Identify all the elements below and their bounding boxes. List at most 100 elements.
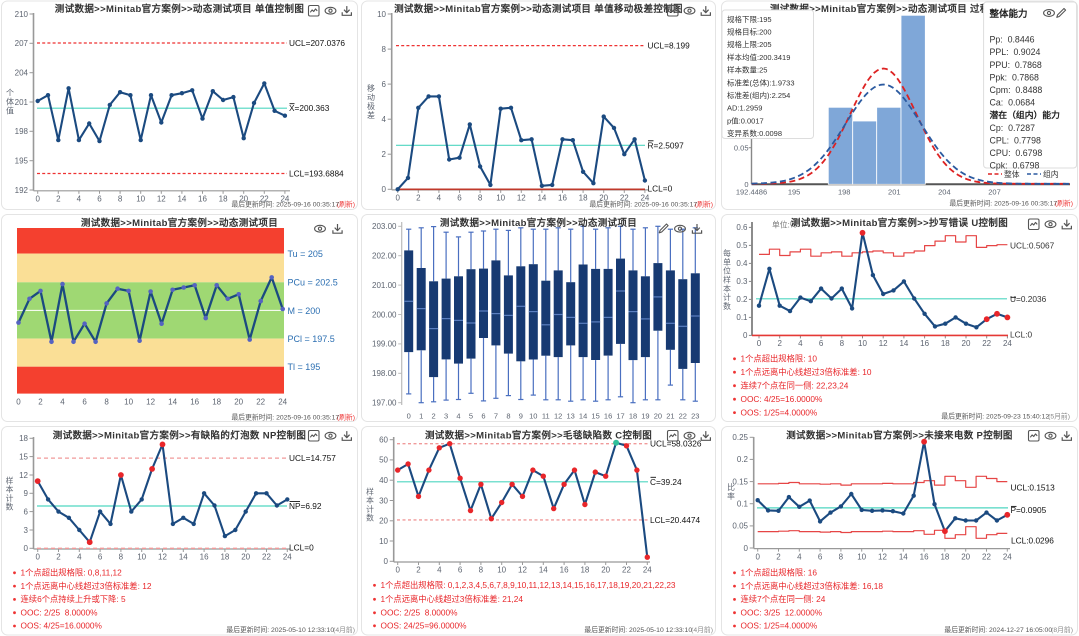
svg-text:0: 0 — [755, 553, 760, 562]
svg-text:移动极差: 移动极差 — [367, 83, 376, 120]
svg-text:Ppk: 0.7868: Ppk: 0.7868 — [990, 72, 1040, 82]
svg-text:16: 16 — [920, 553, 929, 562]
svg-text:PPU: 0.7868: PPU: 0.7868 — [990, 60, 1042, 70]
svg-text:40: 40 — [379, 476, 388, 485]
svg-text:9: 9 — [519, 412, 523, 421]
svg-text:13: 13 — [567, 412, 575, 421]
svg-text:1个点超出规格限: 0,1,2,3,4,5,6,7,8,9,: 1个点超出规格限: 0,1,2,3,4,5,6,7,8,9,10,11,12,1… — [381, 580, 676, 590]
svg-text:6: 6 — [98, 553, 103, 562]
svg-text:20: 20 — [961, 553, 970, 562]
svg-text:204: 204 — [938, 188, 951, 197]
svg-text:199.00: 199.00 — [372, 340, 397, 349]
svg-text:最后更新时间: 2025-09-16 00:35:17: 最后更新时间: 2025-09-16 00:35:17 — [232, 200, 340, 209]
svg-text:15: 15 — [591, 412, 599, 421]
svg-text:4: 4 — [382, 115, 387, 124]
svg-text:测试数据>>Minitab官方案例>>动态测试项目: 测试数据>>Minitab官方案例>>动态测试项目 — [81, 217, 278, 229]
svg-text:20: 20 — [601, 566, 610, 575]
svg-text:22: 22 — [256, 398, 265, 407]
svg-text:17: 17 — [616, 412, 624, 421]
svg-text:0.25: 0.25 — [732, 433, 748, 442]
svg-text:2: 2 — [56, 553, 61, 562]
svg-text:22: 22 — [982, 339, 991, 348]
svg-text:30: 30 — [379, 496, 388, 505]
svg-text:14: 14 — [537, 194, 546, 203]
svg-text:UCL=14.757: UCL=14.757 — [289, 453, 336, 463]
svg-text:16: 16 — [200, 553, 209, 562]
svg-text:样本计数: 样本计数 — [365, 486, 374, 522]
svg-text:2: 2 — [416, 566, 421, 575]
svg-text:2: 2 — [56, 195, 61, 204]
svg-text:10: 10 — [857, 553, 866, 562]
svg-text:2: 2 — [776, 553, 781, 562]
svg-text:(4月前): (4月前) — [691, 625, 713, 634]
svg-text:LCL=193.6884: LCL=193.6884 — [289, 169, 344, 179]
svg-text:207: 207 — [988, 188, 1001, 197]
svg-text:22: 22 — [260, 195, 269, 204]
svg-text:规格上限:205: 规格上限:205 — [727, 39, 772, 49]
svg-text:0.2: 0.2 — [736, 295, 748, 304]
svg-text:OOS: 1/25=4.0000%: OOS: 1/25=4.0000% — [741, 407, 818, 417]
svg-text:202.00: 202.00 — [372, 252, 397, 261]
svg-text:测试数据>>Minitab官方案例>>毛毯缺陷数 C控制图: 测试数据>>Minitab官方案例>>毛毯缺陷数 C控制图 — [425, 430, 652, 442]
svg-text:Cpk: 0.6798: Cpk: 0.6798 — [990, 161, 1040, 171]
svg-text:0.05: 0.05 — [734, 144, 749, 153]
svg-text:3: 3 — [24, 526, 29, 535]
svg-text:NP=6.92: NP=6.92 — [289, 501, 322, 511]
svg-text:PPL: 0.9024: PPL: 0.9024 — [990, 47, 1041, 57]
svg-text:16: 16 — [558, 194, 567, 203]
svg-text:7: 7 — [494, 412, 498, 421]
svg-text:0.3: 0.3 — [736, 277, 748, 286]
svg-text:4: 4 — [77, 553, 82, 562]
svg-text:UCL=8.199: UCL=8.199 — [648, 41, 691, 51]
svg-text:14: 14 — [168, 398, 177, 407]
svg-text:19: 19 — [641, 412, 649, 421]
svg-text:20: 20 — [962, 339, 971, 348]
svg-text:测试数据>>Minitab官方案例>>动态测试项目 单值移动: 测试数据>>Minitab官方案例>>动态测试项目 单值移动极差控制图 — [394, 3, 683, 15]
svg-text:6: 6 — [382, 80, 387, 89]
svg-text:18: 18 — [629, 412, 637, 421]
svg-text:60: 60 — [379, 436, 388, 445]
svg-text:14: 14 — [179, 553, 188, 562]
svg-text:0: 0 — [35, 195, 40, 204]
svg-text:1个点超出规格限: 10: 1个点超出规格限: 10 — [741, 354, 818, 364]
svg-text:0: 0 — [16, 398, 21, 407]
svg-text:14: 14 — [177, 195, 186, 204]
svg-text:测试数据>>Minitab官方案例>>动态测试项目 过程能力: 测试数据>>Minitab官方案例>>动态测试项目 过程能力报告 — [770, 3, 1029, 15]
svg-text:10: 10 — [377, 10, 386, 19]
svg-text:18: 18 — [941, 339, 950, 348]
svg-text:192.4486: 192.4486 — [736, 188, 767, 197]
svg-text:14: 14 — [579, 412, 587, 421]
svg-text:6: 6 — [818, 553, 823, 562]
svg-text:24: 24 — [640, 194, 649, 203]
svg-text:10: 10 — [137, 553, 146, 562]
svg-text:6: 6 — [457, 194, 462, 203]
svg-text:4: 4 — [456, 412, 460, 421]
svg-text:0: 0 — [407, 412, 411, 421]
svg-text:18: 18 — [940, 553, 949, 562]
svg-text:最后更新时间: 2025-09-16 00:35:17: 最后更新时间: 2025-09-16 00:35:17 — [950, 199, 1058, 208]
svg-text:6: 6 — [481, 412, 485, 421]
svg-text:12: 12 — [158, 553, 167, 562]
svg-text:204: 204 — [15, 69, 29, 78]
svg-text:OOC: 3/25 12.0000%: OOC: 3/25 12.0000% — [741, 607, 823, 617]
svg-text:0.2: 0.2 — [737, 455, 749, 464]
svg-text:测试数据>>Minitab官方案例>>有缺陷的灯泡数 NP控: 测试数据>>Minitab官方案例>>有缺陷的灯泡数 NP控制图 — [53, 430, 306, 442]
svg-text:10: 10 — [136, 195, 145, 204]
svg-text:LCL=20.4474: LCL=20.4474 — [650, 515, 700, 525]
svg-text:198: 198 — [15, 127, 29, 136]
svg-text:203.00: 203.00 — [372, 222, 397, 231]
svg-text:Cpm: 0.8488: Cpm: 0.8488 — [990, 85, 1043, 95]
svg-text:21: 21 — [666, 412, 674, 421]
svg-text:201: 201 — [888, 188, 901, 197]
svg-text:连续7个点在同一侧: 22,23,24: 连续7个点在同一侧: 22,23,24 — [741, 380, 849, 390]
svg-text:8: 8 — [506, 412, 510, 421]
svg-text:8: 8 — [118, 195, 123, 204]
svg-text:0.4: 0.4 — [736, 259, 748, 268]
svg-text:2: 2 — [432, 412, 436, 421]
svg-text:OOC: 2/25 8.0000%: OOC: 2/25 8.0000% — [381, 608, 459, 618]
svg-text:20: 20 — [234, 398, 243, 407]
svg-text:12: 12 — [517, 194, 526, 203]
svg-text:最后更新时间: 2024-12-27 16:05:00: 最后更新时间: 2024-12-27 16:05:00 — [944, 625, 1052, 634]
svg-text:OOC: 2/25 8.0000%: OOC: 2/25 8.0000% — [21, 607, 99, 617]
svg-text:201.00: 201.00 — [372, 281, 397, 290]
